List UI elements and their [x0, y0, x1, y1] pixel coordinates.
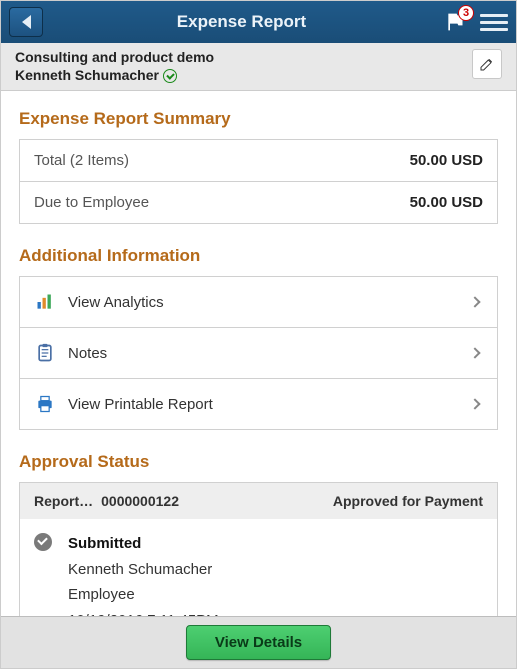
approval-status-value: Approved for Payment [179, 493, 483, 509]
printable-report-row[interactable]: View Printable Report [20, 379, 497, 429]
view-analytics-row[interactable]: View Analytics [20, 277, 497, 328]
chevron-right-icon [469, 398, 480, 409]
status-approved-icon [163, 69, 177, 83]
summary-row-total: Total (2 Items) 50.00 USD [20, 140, 497, 182]
content-scroll[interactable]: Expense Report Summary Total (2 Items) 5… [1, 91, 516, 616]
report-owner: Kenneth Schumacher [15, 67, 159, 83]
approval-timestamp: 10/19/2016 7:11:45PM [68, 608, 219, 617]
analytics-icon [34, 291, 56, 313]
summary-total-value: 50.00 USD [410, 152, 483, 169]
approval-role: Employee [68, 582, 219, 608]
summary-table: Total (2 Items) 50.00 USD Due to Employe… [19, 139, 498, 224]
edit-button[interactable] [472, 49, 502, 79]
notes-row[interactable]: Notes [20, 328, 497, 379]
notes-icon [34, 342, 56, 364]
summary-total-label: Total (2 Items) [34, 152, 410, 169]
approval-person: Kenneth Schumacher [68, 557, 219, 583]
footer-bar: View Details [1, 616, 516, 668]
app-header: Expense Report 3 [1, 1, 516, 43]
printable-report-label: View Printable Report [68, 396, 471, 413]
additional-info-list: View Analytics Notes View Printable Repo… [19, 276, 498, 430]
page-title: Expense Report [43, 12, 440, 32]
menu-button[interactable] [480, 8, 508, 36]
app-root: Expense Report 3 Consulting and product … [0, 0, 517, 669]
approval-header-row: Report… 0000000122 Approved for Payment [20, 483, 497, 519]
approval-step-info: Submitted Kenneth Schumacher Employee 10… [68, 531, 219, 616]
notification-badge: 3 [458, 5, 474, 21]
approval-step-row: Submitted Kenneth Schumacher Employee 10… [20, 519, 497, 616]
check-circle-icon [34, 533, 52, 551]
report-description: Consulting and product demo [15, 49, 472, 67]
summary-due-label: Due to Employee [34, 194, 410, 211]
back-button[interactable] [9, 7, 43, 37]
report-subtitle: Consulting and product demo Kenneth Schu… [15, 49, 472, 84]
report-id-value: 0000000122 [101, 493, 179, 509]
report-id-label: Report… [34, 493, 93, 509]
report-owner-line: Kenneth Schumacher [15, 67, 472, 85]
summary-heading: Expense Report Summary [19, 109, 498, 129]
subheader: Consulting and product demo Kenneth Schu… [1, 43, 516, 91]
pencil-icon [479, 56, 495, 72]
summary-due-value: 50.00 USD [410, 194, 483, 211]
view-analytics-label: View Analytics [68, 294, 471, 311]
chevron-right-icon [469, 347, 480, 358]
approval-heading: Approval Status [19, 452, 498, 472]
additional-heading: Additional Information [19, 246, 498, 266]
approval-status-box: Report… 0000000122 Approved for Payment … [19, 482, 498, 616]
view-details-button[interactable]: View Details [186, 625, 331, 660]
printer-icon [34, 393, 56, 415]
approval-step-name: Submitted [68, 531, 219, 557]
summary-row-due: Due to Employee 50.00 USD [20, 182, 497, 223]
chevron-right-icon [469, 296, 480, 307]
notes-label: Notes [68, 345, 471, 362]
notifications-button[interactable]: 3 [440, 7, 470, 37]
